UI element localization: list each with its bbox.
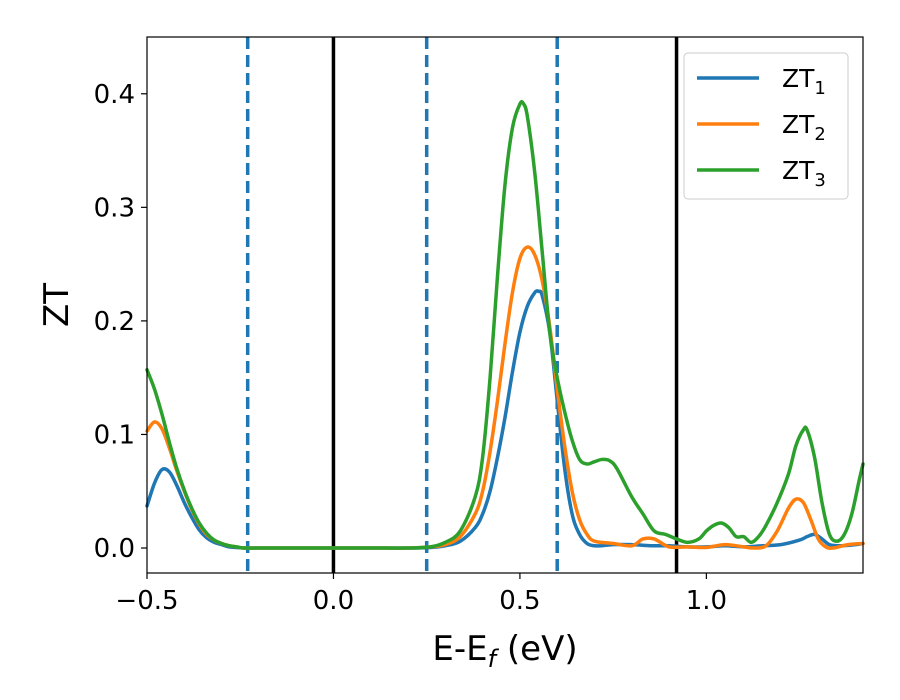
legend-label-zt2: ZT2 xyxy=(782,110,826,145)
x-tick-label: 0.5 xyxy=(499,586,540,616)
legend-label-zt1: ZT1 xyxy=(782,64,826,99)
legend-label-main: ZT xyxy=(782,64,815,93)
x-axis-label-unit: (eV) xyxy=(496,629,578,669)
y-tick-label: 0.4 xyxy=(94,80,135,110)
x-tick-label: 0.0 xyxy=(313,586,354,616)
reference-lines xyxy=(245,37,679,573)
legend-label-main: ZT xyxy=(782,156,815,185)
x-tick-label: −0.5 xyxy=(115,586,178,616)
x-axis-label: E-Ef (eV) xyxy=(432,629,577,673)
x-axis-label-main: E-E xyxy=(432,629,487,669)
x-tick-label: 1.0 xyxy=(686,586,727,616)
y-tick-label: 0.0 xyxy=(94,534,135,564)
y-axis-label: ZT xyxy=(37,283,77,327)
legend-box xyxy=(683,52,849,200)
x-axis-ticks: −0.5 0.0 0.5 1.0 xyxy=(115,573,727,616)
plot-frame xyxy=(146,36,864,574)
y-axis-ticks: 0.0 0.1 0.2 0.3 0.4 xyxy=(94,80,147,564)
series-line-zt3 xyxy=(145,99,865,550)
series-lines xyxy=(145,99,865,550)
y-tick-label: 0.1 xyxy=(94,420,135,450)
y-tick-label: 0.3 xyxy=(94,193,135,223)
y-tick-label: 0.2 xyxy=(94,307,135,337)
legend-label-sub: 2 xyxy=(814,124,825,145)
legend-label-sub: 3 xyxy=(814,170,825,191)
series-line-zt2 xyxy=(145,245,865,550)
legend-label-zt3: ZT3 xyxy=(782,156,826,191)
legend-label-sub: 1 xyxy=(814,78,825,99)
legend-label-main: ZT xyxy=(782,110,815,139)
series-line-zt1 xyxy=(145,289,865,550)
